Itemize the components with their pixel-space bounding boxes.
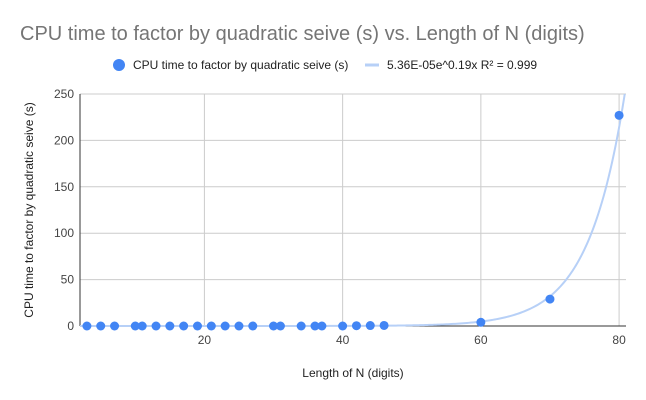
y-tick-label: 150 bbox=[54, 180, 74, 194]
data-point bbox=[338, 321, 348, 331]
data-point bbox=[151, 321, 161, 331]
y-tick-label: 100 bbox=[54, 226, 74, 240]
data-point bbox=[179, 321, 189, 331]
legend-label-scatter: CPU time to factor by quadratic seive (s… bbox=[133, 58, 348, 72]
x-tick-labels: 20 40 60 80 bbox=[198, 333, 626, 347]
data-point bbox=[317, 321, 327, 331]
data-point bbox=[365, 321, 375, 331]
data-point bbox=[206, 321, 216, 331]
data-point bbox=[296, 321, 306, 331]
data-point bbox=[476, 317, 486, 327]
y-tick-label: 250 bbox=[54, 87, 74, 101]
data-point bbox=[165, 321, 175, 331]
data-point bbox=[379, 320, 389, 330]
data-point bbox=[614, 110, 624, 120]
legend-marker-scatter bbox=[113, 59, 125, 71]
data-point bbox=[234, 321, 244, 331]
data-point bbox=[110, 321, 120, 331]
x-tick-label: 40 bbox=[336, 333, 350, 347]
chart-title: CPU time to factor by quadratic seive (s… bbox=[20, 23, 585, 45]
data-point bbox=[137, 321, 147, 331]
data-point bbox=[310, 321, 320, 331]
y-tick-label: 50 bbox=[61, 273, 75, 287]
y-axis-label: CPU time to factor by quadratic seive (s… bbox=[22, 102, 36, 317]
axes bbox=[79, 94, 626, 327]
data-point bbox=[269, 321, 279, 331]
y-tick-label: 200 bbox=[54, 133, 74, 147]
data-point bbox=[192, 321, 202, 331]
data-point bbox=[351, 321, 361, 331]
x-tick-label: 80 bbox=[612, 333, 626, 347]
data-point bbox=[130, 321, 140, 331]
data-point bbox=[82, 321, 92, 331]
trendline-group bbox=[80, 93, 626, 327]
x-axis-label: Length of N (digits) bbox=[302, 366, 403, 380]
trendline bbox=[80, 93, 626, 327]
x-tick-label: 20 bbox=[198, 333, 212, 347]
y-tick-labels: 0 50 100 150 200 250 bbox=[54, 87, 74, 333]
data-point bbox=[248, 321, 258, 331]
data-point bbox=[220, 321, 230, 331]
grid bbox=[80, 93, 626, 326]
x-tick-label: 60 bbox=[474, 333, 488, 347]
data-point bbox=[96, 321, 106, 331]
y-tick-label: 0 bbox=[67, 319, 74, 333]
legend-label-trendline: 5.36E-05e^0.19x R² = 0.999 bbox=[387, 58, 537, 72]
data-points bbox=[82, 110, 624, 331]
data-point bbox=[275, 321, 285, 331]
legend: CPU time to factor by quadratic seive (s… bbox=[113, 58, 537, 72]
data-point bbox=[545, 294, 555, 304]
